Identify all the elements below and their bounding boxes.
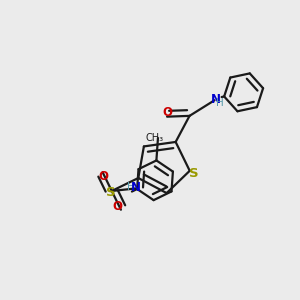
Text: O: O	[163, 106, 173, 119]
Text: H: H	[217, 98, 224, 108]
Text: N: N	[130, 181, 140, 194]
Text: CH₃: CH₃	[146, 133, 164, 143]
Text: O: O	[113, 200, 123, 213]
Text: S: S	[189, 167, 198, 180]
Text: O: O	[98, 170, 108, 183]
Text: N: N	[211, 93, 221, 106]
Text: S: S	[106, 186, 116, 200]
Text: H: H	[127, 182, 135, 192]
